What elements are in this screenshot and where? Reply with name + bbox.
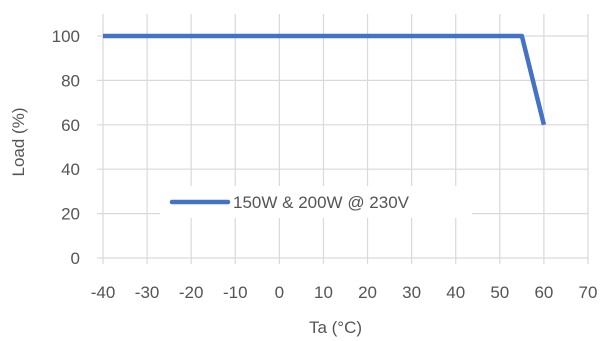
legend-label: 150W & 200W @ 230V — [233, 193, 410, 212]
y-tick-label: 80 — [61, 71, 80, 90]
y-axis-title: Load (%) — [9, 108, 28, 177]
horizontal-gridlines — [97, 35, 588, 259]
y-tick-label: 60 — [61, 116, 80, 135]
x-tick-label: 70 — [579, 283, 598, 302]
y-tick-label: 20 — [61, 205, 80, 224]
x-tick-label: 50 — [490, 283, 509, 302]
y-tick-label: 40 — [61, 160, 80, 179]
x-tick-label: 0 — [275, 283, 284, 302]
x-tick-label: 10 — [314, 283, 333, 302]
x-tick-label: -30 — [135, 283, 160, 302]
series-layer — [102, 33, 547, 126]
y-tick-label: 0 — [71, 249, 80, 268]
y-tick-label: 100 — [52, 27, 80, 46]
x-tick-label: 40 — [446, 283, 465, 302]
legend: 150W & 200W @ 230V — [160, 186, 472, 218]
x-tick-label: -40 — [91, 283, 116, 302]
x-axis-tick-labels: -40 -30 -20 -10 0 10 20 30 40 50 60 70 — [91, 283, 598, 302]
x-axis-title: Ta (°C) — [309, 318, 362, 337]
x-tick-label: -20 — [179, 283, 204, 302]
y-axis-tick-labels: 0 20 40 60 80 100 — [52, 27, 80, 268]
x-tick-label: 30 — [402, 283, 421, 302]
x-tick-label: -10 — [223, 283, 248, 302]
x-tick-label: 20 — [358, 283, 377, 302]
vertical-gridlines — [102, 14, 589, 264]
x-tick-label: 60 — [534, 283, 553, 302]
